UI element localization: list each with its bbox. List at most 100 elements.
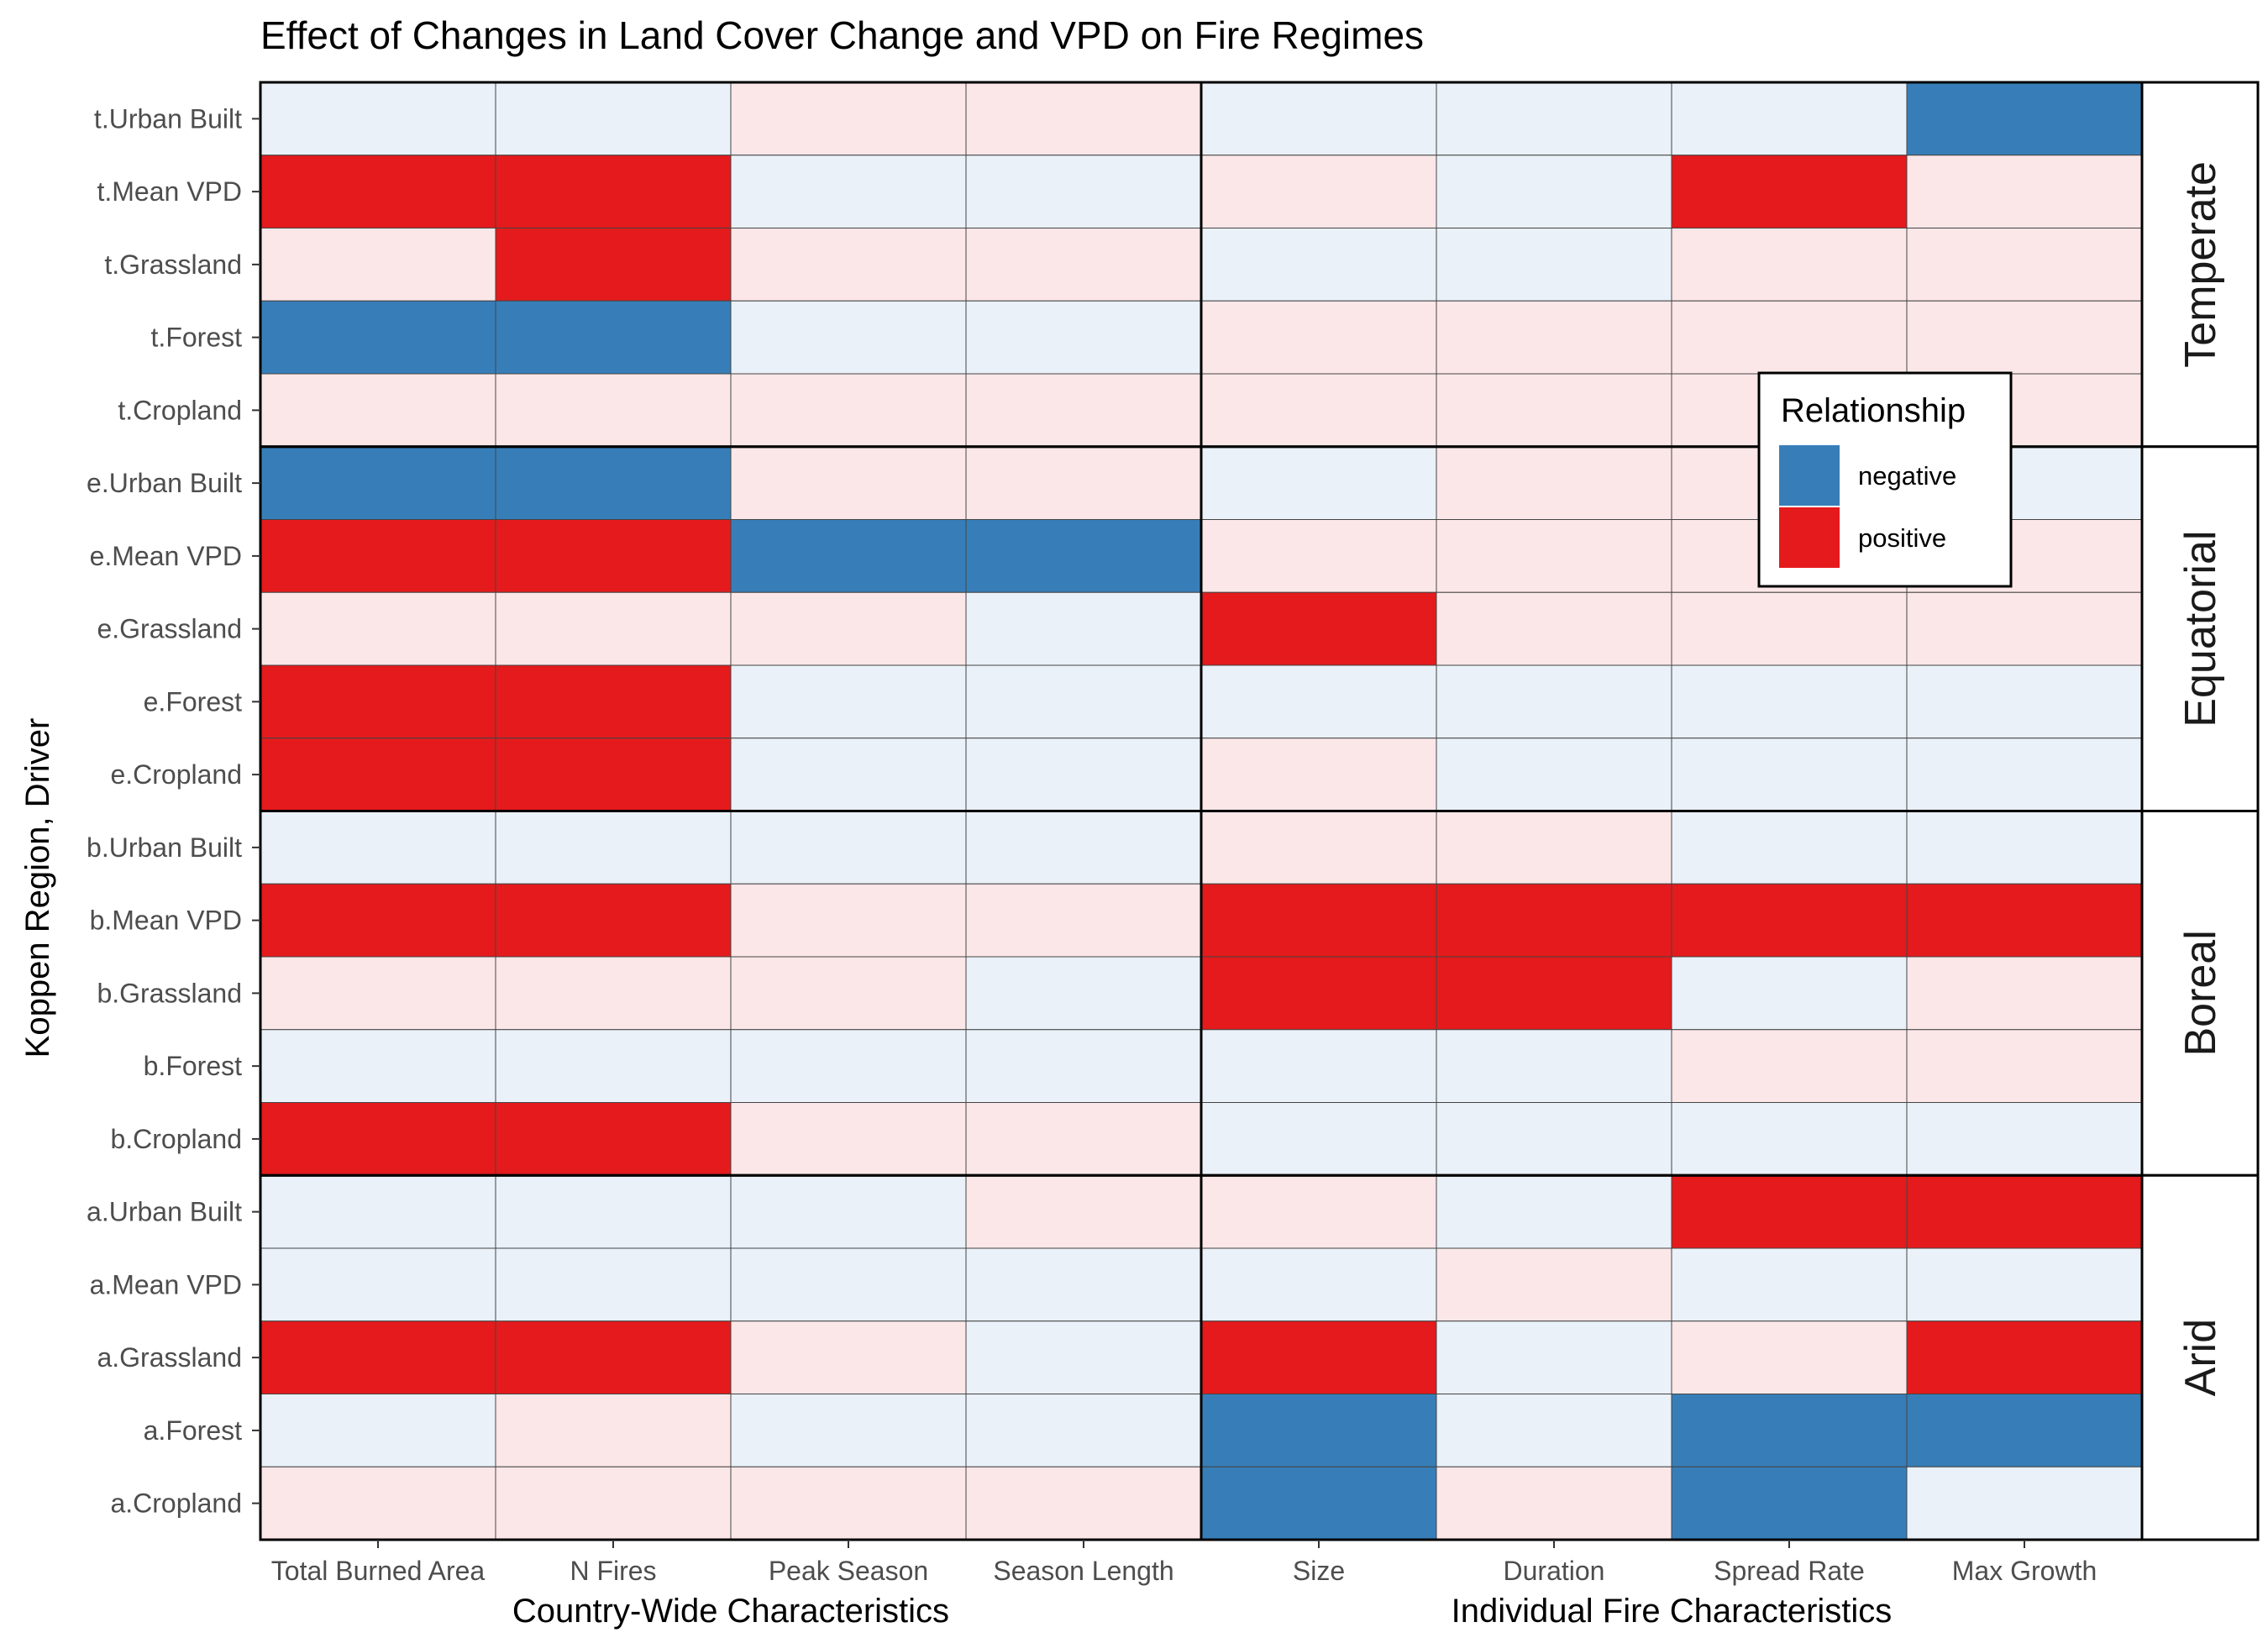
heatmap-cell bbox=[965, 1102, 1202, 1176]
heatmap-cell bbox=[260, 1247, 496, 1322]
heatmap-cell bbox=[1671, 1174, 1908, 1249]
x-axis-titles: Country-Wide Characteristics Individual F… bbox=[512, 1593, 1892, 1630]
legend: Relationship negative positive bbox=[1757, 371, 2013, 588]
y-tick-label: e.Forest bbox=[144, 686, 242, 717]
heatmap-cell bbox=[495, 373, 732, 448]
heatmap-cell bbox=[1671, 1394, 1908, 1467]
heatmap-cell bbox=[1436, 664, 1672, 739]
heatmap-cell bbox=[965, 738, 1202, 811]
facet-strip-label: Arid bbox=[2176, 1319, 2225, 1396]
heatmap-cell bbox=[965, 300, 1202, 375]
heatmap-cell bbox=[495, 446, 732, 520]
heatmap-cell bbox=[1200, 155, 1437, 228]
heatmap-cell bbox=[495, 1247, 732, 1322]
heatmap-cell bbox=[260, 1102, 496, 1176]
heatmap-cell bbox=[1906, 228, 2143, 302]
heatmap-cell bbox=[260, 300, 496, 375]
heatmap-cell bbox=[1906, 300, 2143, 375]
chart-title: Effect of Changes in Land Cover Change a… bbox=[260, 13, 1424, 57]
heatmap-cell bbox=[260, 519, 496, 593]
heatmap-cell bbox=[1671, 155, 1908, 228]
y-tick-label: b.Forest bbox=[144, 1051, 242, 1081]
heatmap-cell bbox=[1436, 1102, 1672, 1176]
heatmap-cell bbox=[1200, 81, 1437, 156]
y-axis-ticks: t.Urban Built t.Mean VPD t.Grassland t.Fore… bbox=[87, 103, 260, 1519]
heatmap-cell bbox=[1906, 81, 2143, 156]
heatmap-cell bbox=[260, 591, 496, 666]
heatmap-cell bbox=[1200, 1394, 1437, 1467]
x-tick-label: Duration bbox=[1504, 1556, 1605, 1586]
heatmap-cell bbox=[495, 1320, 732, 1394]
facet-strip bbox=[2140, 1173, 2260, 1541]
heatmap-cell bbox=[965, 883, 1202, 958]
heatmap-cell bbox=[495, 811, 732, 885]
heatmap-cell bbox=[260, 1174, 496, 1249]
heatmap-cell bbox=[730, 738, 967, 811]
heatmap-cell bbox=[1200, 446, 1437, 520]
heatmap-cell bbox=[495, 1102, 732, 1176]
heatmap-cell bbox=[260, 373, 496, 448]
heatmap-cell bbox=[1436, 373, 1672, 448]
heatmap-cell bbox=[730, 1394, 967, 1467]
heatmap-cell bbox=[260, 1320, 496, 1394]
heatmap-cell bbox=[1436, 1174, 1672, 1249]
heatmap-cell bbox=[1436, 1247, 1672, 1322]
heatmap-cell bbox=[260, 956, 496, 1031]
heatmap-cell bbox=[730, 1174, 967, 1249]
heatmap-cell bbox=[730, 81, 967, 156]
legend-key-negative bbox=[1779, 445, 1840, 506]
heatmap-cell bbox=[1671, 1247, 1908, 1322]
heatmap-cell bbox=[260, 738, 496, 811]
heatmap-cell bbox=[1906, 664, 2143, 739]
x-axis-ticks: Total Burned Area N Fires Peak Season Seaso… bbox=[271, 1540, 2097, 1586]
heatmap-cell bbox=[730, 1102, 967, 1176]
heatmap-cell bbox=[1436, 81, 1672, 156]
x-tick-label: N Fires bbox=[570, 1556, 656, 1586]
heatmap-cell bbox=[730, 883, 967, 958]
heatmap-cell bbox=[1200, 1102, 1437, 1176]
heatmap-cell bbox=[965, 519, 1202, 593]
y-tick-label: a.Forest bbox=[144, 1415, 242, 1446]
x-tick-label: Peak Season bbox=[769, 1556, 928, 1586]
heatmap-cell bbox=[260, 446, 496, 520]
heatmap-cell bbox=[495, 155, 732, 228]
heatmap-cell bbox=[495, 1466, 732, 1541]
y-tick-label: t.Forest bbox=[151, 323, 243, 353]
heatmap-cell bbox=[495, 81, 732, 156]
heatmap-cell bbox=[965, 446, 1202, 520]
heatmap-cell bbox=[1906, 738, 2143, 811]
heatmap-cell bbox=[1436, 1466, 1672, 1541]
legend-key-positive bbox=[1779, 507, 1840, 568]
heatmap-cell bbox=[1671, 81, 1908, 156]
heatmap-cell bbox=[730, 811, 967, 885]
heatmap-cell bbox=[1671, 1029, 1908, 1103]
heatmap-cell bbox=[1906, 1247, 2143, 1322]
heatmap-cell bbox=[1436, 1320, 1672, 1394]
heatmap-cell bbox=[730, 1320, 967, 1394]
heatmap-cell bbox=[1906, 1102, 2143, 1176]
heatmap-cell bbox=[260, 81, 496, 156]
heatmap-cell bbox=[1906, 1320, 2143, 1394]
heatmap-cell bbox=[965, 1394, 1202, 1467]
facet-strip-label: Temperate bbox=[2176, 161, 2225, 368]
heatmap-cell bbox=[730, 1247, 967, 1322]
heatmap-cell bbox=[260, 1394, 496, 1467]
y-tick-label: e.Cropland bbox=[110, 759, 242, 790]
heatmap-cell bbox=[1200, 373, 1437, 448]
heatmap-cell bbox=[1200, 591, 1437, 666]
heatmap-cell bbox=[1200, 664, 1437, 739]
heatmap-cell bbox=[1200, 811, 1437, 885]
y-tick-label: a.Cropland bbox=[110, 1488, 242, 1519]
heatmap-cell bbox=[1671, 228, 1908, 302]
heatmap-cell bbox=[1200, 1247, 1437, 1322]
heatmap-cell bbox=[495, 228, 732, 302]
heatmap-cell bbox=[1906, 1174, 2143, 1249]
x-tick-label: Max Growth bbox=[1952, 1556, 2097, 1586]
heatmap-cell bbox=[1436, 883, 1672, 958]
y-tick-label: e.Urban Built bbox=[87, 468, 242, 498]
heatmap-cell bbox=[965, 1174, 1202, 1249]
x-tick-label: Total Burned Area bbox=[271, 1556, 486, 1586]
legend-label: negative bbox=[1858, 461, 1956, 491]
heatmap-cell bbox=[495, 883, 732, 958]
